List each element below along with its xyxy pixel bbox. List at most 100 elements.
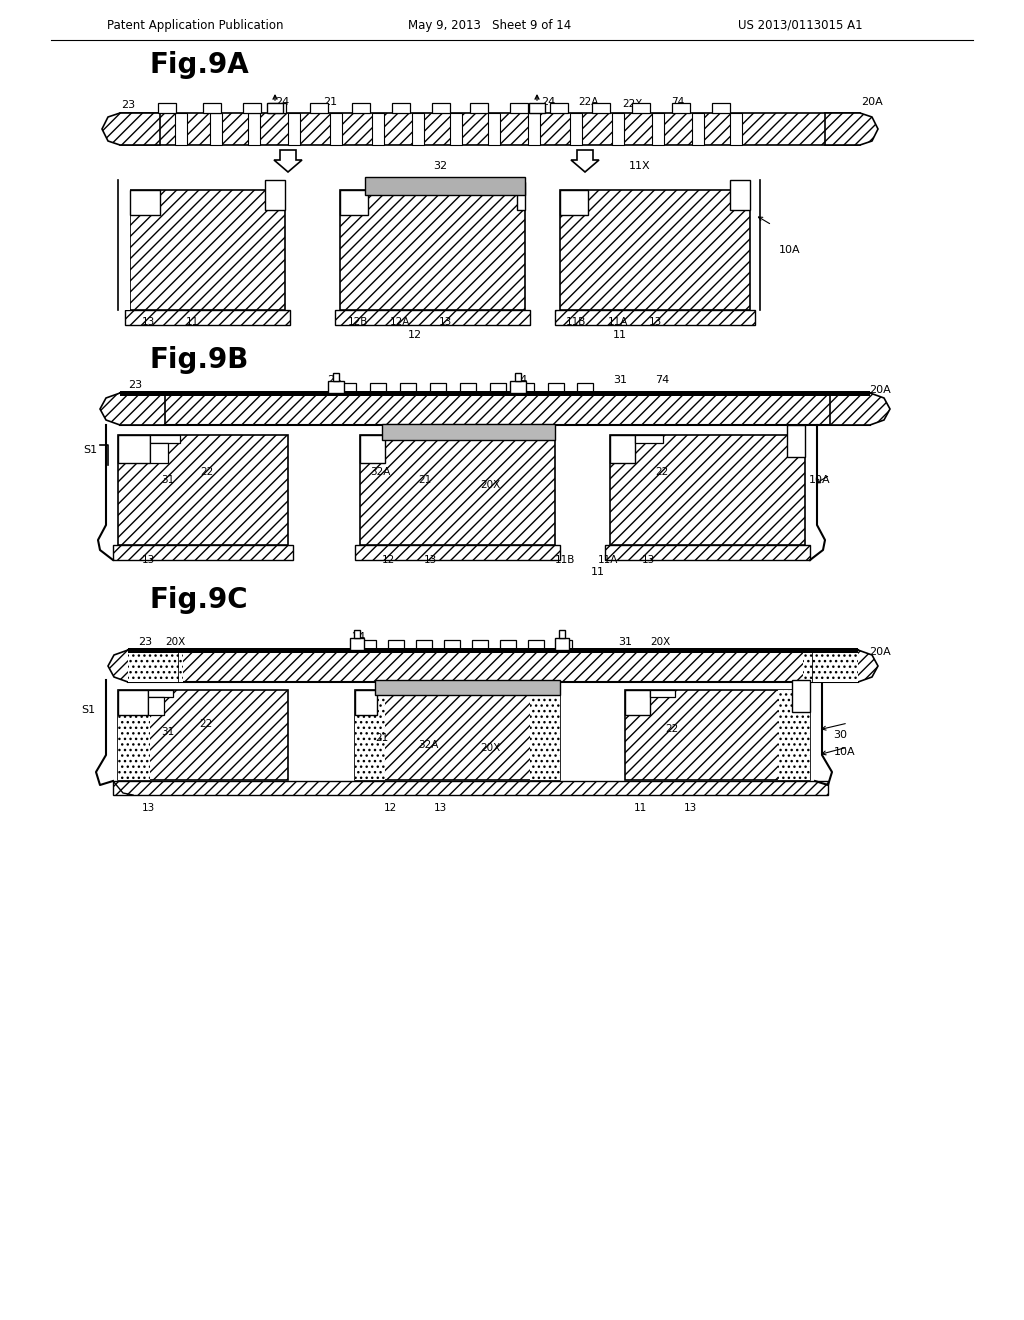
Bar [517, 182, 525, 210]
Bar [120, 391, 870, 396]
Bar [610, 436, 635, 463]
Text: 32: 32 [433, 161, 447, 172]
Bar [529, 103, 545, 114]
Bar [515, 374, 521, 381]
Bar [388, 640, 404, 649]
Polygon shape [102, 114, 160, 145]
Bar [150, 444, 168, 463]
Bar [650, 690, 675, 697]
Text: 23: 23 [138, 638, 152, 647]
Bar [267, 103, 283, 114]
Bar [113, 781, 828, 795]
Bar [605, 545, 810, 560]
Bar [392, 103, 410, 114]
Bar [730, 180, 750, 210]
Bar [528, 114, 540, 145]
Text: 12: 12 [408, 330, 422, 341]
Bar [118, 690, 288, 780]
Text: 21: 21 [323, 96, 337, 107]
Bar [382, 424, 555, 440]
Bar [559, 630, 565, 638]
Text: 13: 13 [433, 803, 446, 813]
Text: 32A: 32A [370, 467, 390, 477]
Text: 23: 23 [128, 380, 142, 389]
Bar [360, 640, 376, 649]
Text: 11B: 11B [566, 317, 586, 327]
Bar [400, 383, 416, 393]
Text: 11X: 11X [629, 161, 651, 172]
Text: 11: 11 [634, 803, 646, 813]
Bar [265, 180, 285, 210]
Text: 13: 13 [141, 317, 155, 327]
Bar [118, 436, 288, 545]
Bar [560, 190, 588, 215]
Text: 30: 30 [833, 730, 847, 741]
Bar [360, 436, 385, 463]
Bar [350, 638, 364, 649]
Bar [555, 638, 569, 649]
Bar [712, 103, 730, 114]
Bar [787, 425, 805, 457]
Bar [372, 114, 384, 145]
Bar [370, 383, 386, 393]
Text: 22X: 22X [622, 99, 642, 110]
Text: 24: 24 [327, 375, 341, 385]
Bar [518, 383, 534, 393]
Bar [340, 190, 525, 310]
Text: 31: 31 [618, 638, 632, 647]
Bar [352, 103, 370, 114]
Bar [365, 177, 525, 195]
Text: 22A: 22A [578, 96, 598, 107]
Text: Fig.9A: Fig.9A [150, 51, 250, 79]
Bar [128, 649, 858, 682]
Polygon shape [825, 114, 878, 145]
Bar [355, 690, 377, 715]
Text: 11B: 11B [555, 554, 575, 565]
Bar [692, 114, 705, 145]
Bar [412, 114, 424, 145]
Bar [355, 690, 560, 780]
Bar [248, 114, 260, 145]
Bar [375, 680, 560, 696]
Bar [118, 436, 150, 463]
Bar [118, 690, 148, 715]
Bar [460, 383, 476, 393]
Text: 20X: 20X [480, 480, 500, 490]
Text: 20A: 20A [869, 647, 891, 657]
Bar [118, 180, 130, 310]
Bar [450, 114, 462, 145]
Text: 31: 31 [162, 727, 175, 737]
Bar [328, 381, 344, 393]
Bar [778, 690, 810, 780]
Bar [340, 190, 368, 215]
Text: 11: 11 [613, 330, 627, 341]
Text: 31: 31 [162, 475, 175, 484]
Text: 13: 13 [683, 803, 696, 813]
Text: 22: 22 [655, 467, 669, 477]
Bar [610, 436, 805, 545]
Text: 20A: 20A [869, 385, 891, 395]
Text: 23: 23 [121, 100, 135, 110]
Text: 20X: 20X [480, 743, 500, 752]
Bar [625, 690, 810, 780]
Bar [560, 190, 750, 310]
Bar [175, 114, 187, 145]
Bar [148, 697, 164, 715]
Text: 24: 24 [274, 96, 289, 107]
Text: 20A: 20A [861, 96, 883, 107]
Text: 11: 11 [591, 568, 605, 577]
Bar [335, 310, 530, 325]
Polygon shape [108, 649, 178, 682]
Bar [158, 103, 176, 114]
Bar [310, 103, 328, 114]
Bar [556, 640, 572, 649]
Text: 13: 13 [141, 803, 155, 813]
Text: 20X: 20X [165, 638, 185, 647]
Bar [592, 103, 610, 114]
Bar [128, 649, 178, 682]
Text: 11A: 11A [598, 554, 618, 565]
Text: 22: 22 [201, 467, 214, 477]
Text: 10A: 10A [835, 747, 856, 756]
Bar [530, 690, 560, 780]
Bar [488, 114, 500, 145]
